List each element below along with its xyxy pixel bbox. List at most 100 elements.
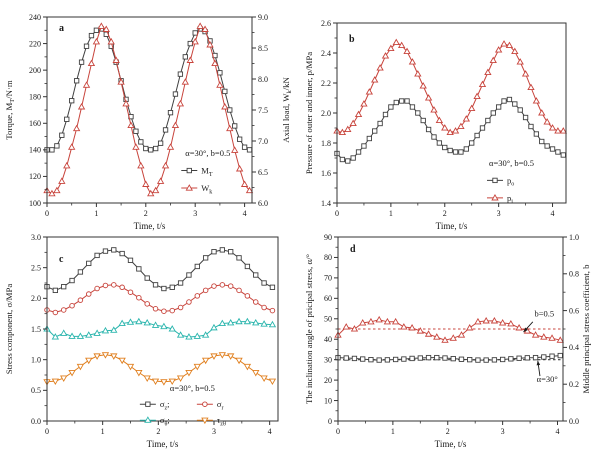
svg-text:7.5: 7.5 [258, 106, 268, 115]
svg-text:2.6: 2.6 [321, 19, 331, 28]
svg-text:po: po [507, 175, 514, 187]
panel-a-legend: α=30°, b=0.5 MT Wk [181, 148, 230, 195]
svg-text:4: 4 [551, 209, 555, 218]
svg-text:140: 140 [29, 146, 41, 155]
panel-c-series-3 [43, 352, 277, 386]
svg-text:0.5: 0.5 [31, 386, 41, 395]
panel-c-series-1 [44, 282, 276, 316]
y-axis-right: 6.0 6.5 7.0 7.5 8.0 8.5 9.0 Axial load, Wk/kN [252, 13, 293, 208]
svg-text:0.2: 0.2 [569, 380, 579, 389]
svg-text:Pressure of outer and inner, p: Pressure of outer and inner, p/MPa [304, 52, 314, 174]
svg-text:1.0: 1.0 [31, 355, 41, 364]
svg-text:180: 180 [29, 93, 41, 102]
svg-text:6.5: 6.5 [258, 168, 268, 177]
svg-text:1: 1 [101, 427, 105, 436]
svg-text:1: 1 [94, 209, 98, 218]
annotation-d: α=30° [536, 360, 558, 384]
y-axis-right: 0.0 0.2 0.4 0.6 0.8 1.0 Middle principal stres… [563, 233, 591, 426]
svg-text:2: 2 [443, 209, 447, 218]
svg-text:8.0: 8.0 [258, 75, 268, 84]
x-axis: 0 1 2 3 4 Time, t/s [45, 203, 247, 231]
svg-text:α=30°, b=0.5: α=30°, b=0.5 [185, 148, 230, 158]
svg-text:σr: σr [217, 399, 224, 411]
svg-text:10: 10 [324, 396, 332, 405]
x-axis: 0 1 2 3 4 Time, t/s [45, 421, 272, 449]
panel-b-chart: 0 1 2 3 4 Time, t/s 1.4 1.6 1.8 2.0 2.2 2.4 2.6 Press… [304, 19, 567, 231]
svg-text:α=30°, b=0.5: α=30°, b=0.5 [489, 158, 534, 168]
svg-text:0: 0 [335, 209, 339, 218]
svg-text:2: 2 [144, 209, 148, 218]
svg-text:α=30°: α=30° [537, 374, 558, 384]
panel-b-series-1 [333, 38, 567, 136]
svg-text:pi: pi [507, 193, 513, 205]
plot-frame [336, 22, 567, 204]
svg-text:9.0: 9.0 [258, 13, 268, 22]
svg-text:3: 3 [501, 427, 505, 436]
panel-b-legend: α=30°, b=0.5 po pi [486, 158, 534, 205]
svg-text:7.0: 7.0 [258, 137, 268, 146]
panel-b-series-0 [334, 96, 566, 164]
svg-text:2: 2 [156, 427, 160, 436]
svg-text:1.0: 1.0 [569, 233, 579, 242]
panel-c-chart: 0 1 2 3 4 Time, t/s 0.0 0.5 1.0 1.5 2.0 2.5 3.0 Stres… [4, 233, 279, 449]
svg-text:8.5: 8.5 [258, 44, 268, 53]
svg-text:2.5: 2.5 [31, 263, 41, 272]
svg-text:3: 3 [212, 427, 216, 436]
svg-text:30: 30 [324, 355, 332, 364]
svg-text:Time, t/s: Time, t/s [435, 439, 467, 449]
svg-text:4: 4 [556, 427, 560, 436]
svg-text:2.4: 2.4 [321, 49, 331, 58]
svg-text:σθ;: σθ; [160, 415, 170, 427]
svg-text:Axial load, Wk/kN: Axial load, Wk/kN [281, 76, 293, 142]
panel-letter-b: b [349, 34, 355, 45]
y-axis-left: 0 10 20 30 40 50 60 70 80 90 The inclination angle… [304, 233, 338, 426]
svg-text:0.4: 0.4 [569, 343, 579, 352]
svg-text:20: 20 [324, 376, 332, 385]
svg-text:2.2: 2.2 [321, 79, 331, 88]
y-axis-left: 1.4 1.6 1.8 2.0 2.2 2.4 2.6 Pressure of outer a… [304, 19, 337, 208]
svg-text:1: 1 [391, 427, 395, 436]
svg-text:240: 240 [29, 13, 41, 22]
svg-text:3: 3 [193, 209, 197, 218]
svg-text:Torque, MT/N·m: Torque, MT/N·m [4, 80, 16, 140]
svg-text:0: 0 [336, 427, 340, 436]
panel-c-legend: α=30°, b=0.5σz; σr σθ; τzθ [139, 383, 226, 427]
svg-text:α=30°, b=0.5: α=30°, b=0.5 [170, 383, 215, 393]
svg-text:160: 160 [29, 119, 41, 128]
svg-text:Stress component, σ/MPa: Stress component, σ/MPa [4, 284, 14, 375]
svg-text:220: 220 [29, 39, 41, 48]
svg-text:0.0: 0.0 [31, 417, 41, 426]
x-axis: 0 1 2 3 4 Time, t/s [336, 421, 560, 449]
y-axis-left: 0.0 0.5 1.0 1.5 2.0 2.5 3.0 Stress component, σ… [4, 233, 47, 426]
svg-text:2.0: 2.0 [321, 109, 331, 118]
svg-text:τzθ: τzθ [217, 415, 226, 427]
y-axis-left: 100 120 140 160 180 200 220 240 Torque, MT/N·m [4, 13, 47, 208]
svg-text:0.6: 0.6 [569, 306, 579, 315]
panel-d-series-0 [334, 315, 564, 343]
svg-text:2.0: 2.0 [31, 294, 41, 303]
svg-text:3.0: 3.0 [31, 233, 41, 242]
x-axis: 0 1 2 3 4 Time, t/s [335, 203, 555, 231]
plot-frame [46, 16, 253, 204]
svg-text:70: 70 [324, 274, 332, 283]
svg-text:1: 1 [389, 209, 393, 218]
svg-text:4: 4 [268, 427, 272, 436]
svg-text:1.5: 1.5 [31, 325, 41, 334]
svg-text:Wk: Wk [201, 183, 213, 195]
svg-text:The inclination angle of prici: The inclination angle of pricipal stress… [304, 253, 314, 404]
svg-text:6.0: 6.0 [258, 199, 268, 208]
svg-text:σz;: σz; [160, 399, 170, 411]
svg-text:0: 0 [45, 209, 49, 218]
svg-text:80: 80 [324, 253, 332, 262]
svg-text:Time, t/s: Time, t/s [147, 439, 179, 449]
panel-letter-a: a [59, 23, 64, 34]
svg-text:60: 60 [324, 294, 332, 303]
panel-letter-d: d [350, 244, 356, 255]
svg-text:2: 2 [446, 427, 450, 436]
panel-c-series-0 [44, 247, 276, 294]
svg-text:Time, t/s: Time, t/s [436, 221, 468, 231]
svg-text:40: 40 [324, 335, 332, 344]
panel-d-series-1 [335, 352, 563, 363]
svg-text:Time, t/s: Time, t/s [134, 221, 166, 231]
